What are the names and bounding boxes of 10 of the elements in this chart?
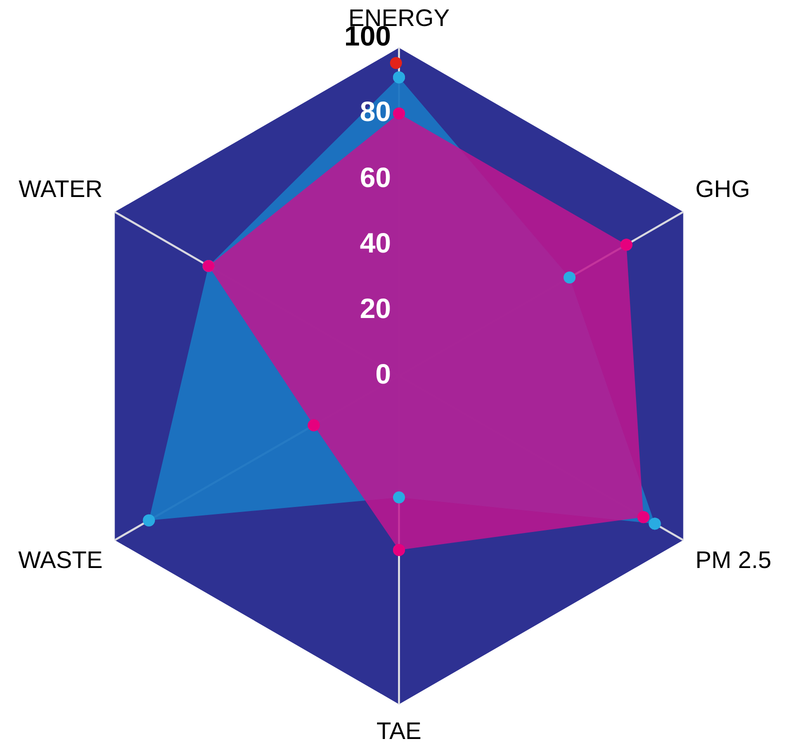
spoke-label: WATER xyxy=(18,176,103,204)
y-tick-label: 20 xyxy=(360,293,391,324)
spoke-label: PM 2.5 xyxy=(695,547,772,574)
y-tick-label: 40 xyxy=(360,227,391,258)
y-tick-label: 80 xyxy=(360,96,391,128)
spoke-label: GHG xyxy=(695,176,750,204)
y-tick-label: 60 xyxy=(360,162,391,193)
y-tick-label: 0 xyxy=(375,358,391,390)
spoke-label: WASTE xyxy=(18,547,103,574)
spoke-label: TAE xyxy=(376,718,422,746)
